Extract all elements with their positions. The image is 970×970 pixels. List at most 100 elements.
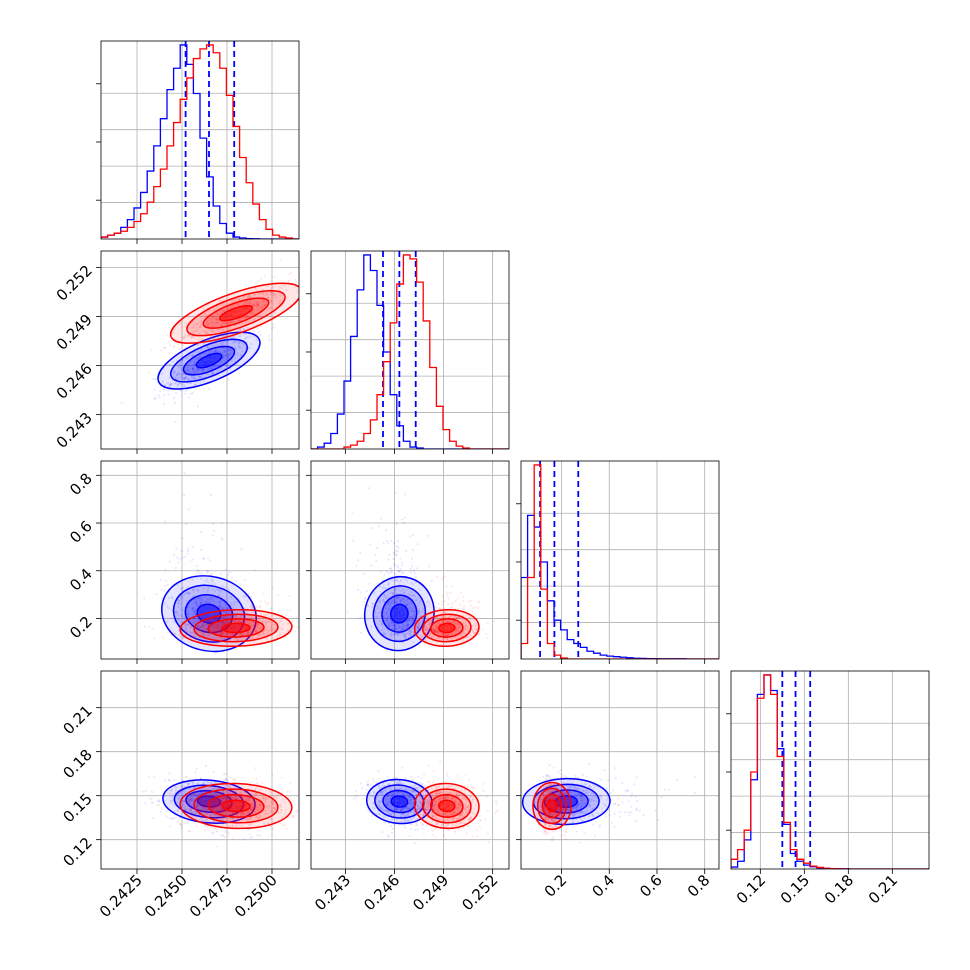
scatter-point	[165, 809, 168, 813]
scatter-point	[184, 321, 187, 324]
scatter-point	[262, 292, 265, 296]
scatter-point	[248, 346, 251, 349]
scatter-point	[401, 627, 404, 630]
scatter-point	[185, 334, 189, 338]
scatter-point	[417, 625, 420, 629]
scatter-point	[202, 370, 205, 373]
scatter-point	[346, 610, 349, 613]
scatter-point	[187, 623, 190, 626]
scatter-point	[281, 623, 284, 626]
scatter-point	[174, 614, 177, 617]
scatter-point	[196, 367, 199, 371]
scatter-point	[233, 356, 237, 359]
scatter-point	[222, 606, 225, 609]
scatter-point	[189, 354, 192, 357]
scatter-point	[280, 286, 283, 289]
scatter-point	[266, 293, 269, 296]
scatter-point	[227, 355, 230, 359]
scatter-point	[396, 632, 400, 636]
scatter-point	[417, 627, 421, 630]
density-contour	[179, 608, 293, 648]
scatter-point	[245, 315, 249, 318]
scatter-point	[248, 596, 252, 599]
scatter-point	[195, 322, 199, 325]
scatter-point	[225, 632, 228, 635]
scatter-point	[185, 357, 188, 360]
scatter-point	[276, 594, 280, 597]
scatter-point	[258, 617, 261, 620]
scatter-point	[220, 321, 223, 324]
scatter-point	[254, 616, 257, 619]
scatter-point	[402, 624, 405, 627]
scatter-point	[486, 636, 489, 639]
scatter-point	[280, 628, 283, 631]
scatter-point	[407, 626, 411, 630]
scatter-point	[406, 622, 409, 625]
scatter-point	[164, 779, 167, 782]
scatter-point	[260, 307, 263, 310]
scatter-point	[192, 363, 195, 366]
scatter-point	[403, 634, 407, 637]
scatter-point	[355, 564, 358, 567]
scatter-point	[392, 624, 395, 627]
scatter-point	[242, 607, 245, 610]
scatter-point	[238, 304, 241, 307]
scatter-point	[209, 633, 212, 636]
scatter-point	[208, 318, 211, 321]
scatter-point	[258, 834, 261, 837]
scatter-point	[200, 548, 203, 552]
scatter-point	[227, 322, 230, 325]
scatter-point	[207, 601, 210, 604]
scatter-point	[191, 614, 194, 617]
scatter-point	[393, 551, 396, 554]
scatter-point	[143, 625, 147, 628]
scatter-point	[232, 321, 235, 324]
scatter-point	[223, 621, 226, 625]
scatter-point	[423, 625, 427, 628]
scatter-point	[391, 627, 394, 630]
scatter-point	[230, 620, 233, 623]
scatter-point	[244, 302, 247, 305]
scatter-point	[218, 606, 221, 609]
scatter-point	[190, 360, 193, 363]
scatter-point	[192, 367, 195, 370]
scatter-point	[254, 287, 257, 290]
scatter-point	[219, 299, 222, 302]
density-contour	[193, 613, 279, 643]
scatter-point	[370, 564, 373, 567]
scatter-point	[191, 335, 194, 338]
scatter-point	[219, 600, 222, 603]
scatter-point	[247, 592, 250, 595]
scatter-point	[385, 570, 388, 573]
scatter-point	[200, 572, 203, 575]
scatter-point	[215, 829, 218, 832]
scatter-point	[426, 629, 429, 632]
scatter-point	[208, 635, 211, 638]
scatter-point	[380, 621, 383, 624]
scatter-point	[248, 294, 252, 297]
scatter-point	[204, 620, 208, 623]
scatter-point	[216, 328, 220, 332]
scatter-point	[257, 292, 261, 295]
scatter-point	[239, 346, 242, 349]
scatter-point	[183, 383, 186, 386]
scatter-point	[389, 624, 392, 627]
scatter-point	[247, 632, 250, 635]
scatter-point	[184, 325, 187, 328]
scatter-point	[246, 301, 249, 305]
scatter-point	[261, 632, 264, 635]
scatter-point	[174, 420, 177, 423]
scatter-point	[202, 369, 206, 372]
scatter-point	[409, 623, 412, 626]
scatter-point	[208, 607, 211, 610]
scatter-point	[212, 831, 215, 834]
scatter-point	[168, 772, 171, 775]
scatter-point	[407, 618, 410, 621]
scatter-point	[204, 332, 207, 335]
scatter-point	[195, 626, 198, 629]
scatter-point	[246, 632, 249, 635]
scatter-point	[233, 331, 236, 335]
scatter-point	[450, 585, 454, 588]
scatter-point	[435, 606, 438, 609]
scatter-point	[174, 566, 177, 570]
